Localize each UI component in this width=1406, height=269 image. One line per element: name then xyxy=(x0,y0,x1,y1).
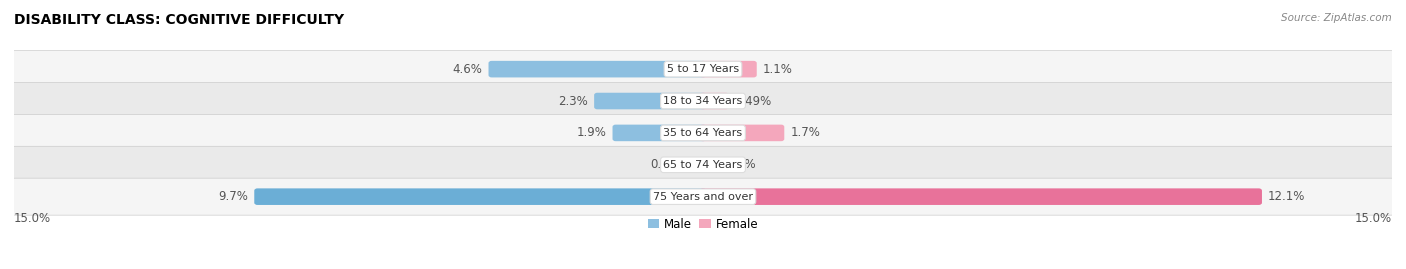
Text: 15.0%: 15.0% xyxy=(1355,212,1392,225)
FancyBboxPatch shape xyxy=(7,178,1399,215)
FancyBboxPatch shape xyxy=(613,125,706,141)
Text: Source: ZipAtlas.com: Source: ZipAtlas.com xyxy=(1281,13,1392,23)
Text: DISABILITY CLASS: COGNITIVE DIFFICULTY: DISABILITY CLASS: COGNITIVE DIFFICULTY xyxy=(14,13,344,27)
Text: 18 to 34 Years: 18 to 34 Years xyxy=(664,96,742,106)
FancyBboxPatch shape xyxy=(7,146,1399,183)
FancyBboxPatch shape xyxy=(700,188,1263,205)
FancyBboxPatch shape xyxy=(488,61,706,77)
Text: 75 Years and over: 75 Years and over xyxy=(652,192,754,202)
Text: 9.7%: 9.7% xyxy=(218,190,249,203)
FancyBboxPatch shape xyxy=(7,83,1399,119)
FancyBboxPatch shape xyxy=(595,93,706,109)
Text: 0.0%: 0.0% xyxy=(725,158,755,171)
Text: 2.3%: 2.3% xyxy=(558,94,588,108)
FancyBboxPatch shape xyxy=(700,125,785,141)
Text: 65 to 74 Years: 65 to 74 Years xyxy=(664,160,742,170)
FancyBboxPatch shape xyxy=(700,93,728,109)
FancyBboxPatch shape xyxy=(7,114,1399,151)
Text: 12.1%: 12.1% xyxy=(1268,190,1305,203)
Text: 1.9%: 1.9% xyxy=(576,126,606,139)
Text: 4.6%: 4.6% xyxy=(453,63,482,76)
Text: 5 to 17 Years: 5 to 17 Years xyxy=(666,64,740,74)
FancyBboxPatch shape xyxy=(7,51,1399,88)
Text: 0.0%: 0.0% xyxy=(651,158,681,171)
Text: 15.0%: 15.0% xyxy=(14,212,51,225)
FancyBboxPatch shape xyxy=(254,188,706,205)
FancyBboxPatch shape xyxy=(700,61,756,77)
Legend: Male, Female: Male, Female xyxy=(643,213,763,235)
Text: 1.1%: 1.1% xyxy=(762,63,793,76)
Text: 0.49%: 0.49% xyxy=(735,94,772,108)
Text: 35 to 64 Years: 35 to 64 Years xyxy=(664,128,742,138)
Text: 1.7%: 1.7% xyxy=(790,126,820,139)
